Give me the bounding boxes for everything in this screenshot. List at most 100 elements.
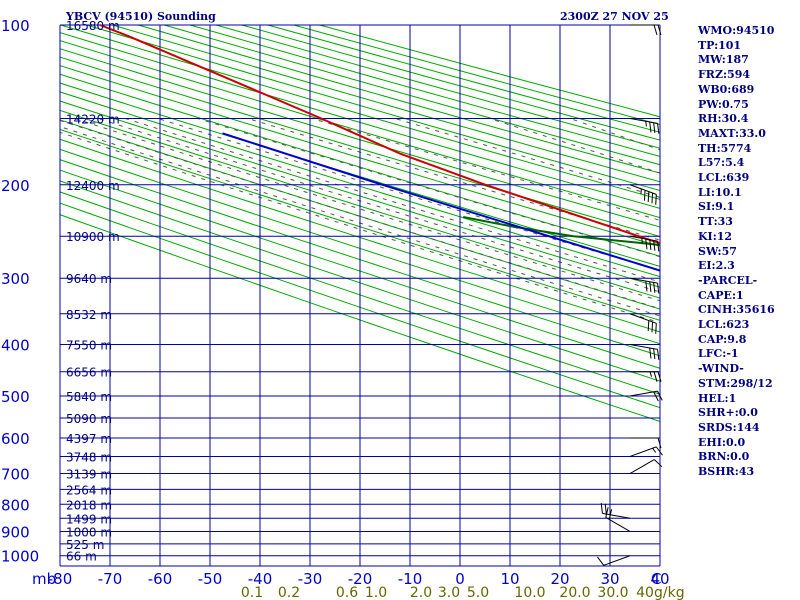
wind-barb-flag — [655, 194, 657, 205]
height-label: 1000 m — [66, 525, 112, 539]
index-item: -PARCEL- — [698, 273, 758, 287]
index-item: HEL:1 — [698, 391, 737, 405]
valid-time: 2300Z 27 NOV 25 — [560, 10, 669, 23]
index-item: SW:57 — [698, 244, 737, 258]
index-item: MAXT:33.0 — [698, 126, 766, 140]
wind-barb-staff — [602, 512, 631, 519]
index-item: L57:5.4 — [698, 156, 745, 170]
wind-barb-half-flag — [641, 238, 643, 244]
index-item: SHR+:0.0 — [698, 406, 758, 420]
index-item: SI:9.1 — [698, 200, 735, 214]
index-item: CAP:9.8 — [698, 332, 747, 346]
index-item: SRDS:144 — [698, 420, 760, 434]
wind-barb-staff — [629, 277, 658, 284]
wind-barb-flag — [657, 437, 662, 449]
index-item: LI:10.1 — [698, 185, 742, 199]
pressure-tick-label: 500 — [1, 388, 30, 406]
temperature-tick-label: -70 — [98, 570, 123, 588]
wind-barb-flag — [605, 507, 609, 518]
index-item: BRN:0.0 — [698, 450, 750, 464]
dry-adiabat — [60, 214, 660, 423]
dry-adiabat — [60, 159, 660, 357]
dry-adiabat — [60, 119, 660, 310]
index-item: PW:0.75 — [698, 97, 749, 111]
mixing-ratio-label: 2.0 — [410, 585, 432, 600]
height-label: 5840 m — [66, 390, 112, 404]
wind-barb-flag — [653, 459, 663, 468]
wind-barb — [629, 344, 660, 360]
index-item: TP:101 — [698, 38, 742, 52]
temperature-tick-label: -10 — [398, 570, 423, 588]
wind-barb — [629, 446, 663, 457]
temperature-tick-label: -60 — [148, 570, 173, 588]
dry-adiabat — [60, 148, 660, 345]
height-label: 525 m — [66, 538, 104, 552]
dry-adiabat — [60, 180, 660, 382]
wind-barb-flag — [657, 390, 663, 401]
pressure-tick-label: 300 — [1, 270, 30, 288]
stability-indices: WMO:94510 TP:101 MW:187 FRZ:594 WB0:689 PW:0.… — [698, 24, 798, 480]
temperature-tick-label: -50 — [198, 570, 223, 588]
temperature-tick-label: 20 — [550, 570, 569, 588]
height-label: 5090 m — [66, 412, 112, 426]
height-label: 3748 m — [66, 450, 112, 464]
wind-barb-staff — [629, 459, 655, 474]
height-label: 12400 m — [66, 179, 120, 193]
grid — [59, 24, 661, 567]
wind-barb-flag — [649, 281, 652, 293]
index-item: FRZ:594 — [698, 68, 751, 82]
wind-barb-flag — [645, 238, 648, 250]
temperature-tick-label: 30 — [600, 570, 619, 588]
wind-barb-flag — [653, 371, 658, 382]
index-item: RH:30.4 — [698, 112, 749, 126]
dry-adiabat — [60, 73, 660, 257]
wind-barb-flag — [647, 320, 650, 332]
dry-adiabat — [60, 100, 660, 288]
mixing-ratio-label: 0.6 — [336, 585, 358, 600]
height-label: 10900 m — [66, 230, 120, 244]
temperature-tick-label: 40 — [650, 570, 669, 588]
dry-adiabat — [60, 191, 660, 395]
mixing-ratio-label: 0.1 — [241, 585, 263, 600]
wind-barb-flag — [653, 348, 656, 360]
wind-barb-half-flag — [652, 447, 657, 453]
height-label: 4397 m — [66, 432, 112, 446]
height-label: 2564 m — [66, 483, 112, 497]
index-item: EI:2.3 — [698, 259, 735, 273]
wind-barb-flag — [657, 371, 662, 382]
pressure-tick-label: 400 — [1, 337, 30, 355]
dry-adiabat — [60, 202, 660, 409]
wind-barb — [597, 555, 631, 566]
wind-barb — [630, 24, 662, 36]
height-label: 7550 m — [66, 339, 112, 353]
wind-barb-half-flag — [649, 371, 652, 377]
mixing-ratio-label: 0.2 — [278, 585, 300, 600]
height-label: 14220 m — [66, 112, 120, 126]
wind-barb-staff — [629, 235, 658, 242]
wind-barb — [629, 184, 657, 205]
temperature-tick-label: -20 — [348, 570, 373, 588]
pressure-tick-label: 600 — [1, 430, 30, 448]
temperature-tick-label: 10 — [500, 570, 519, 588]
pressure-tick-label: 200 — [1, 177, 30, 195]
wind-barb-flag — [643, 190, 646, 201]
wind-barb-staff — [603, 555, 631, 566]
mixing-ratio-label: 40 — [636, 585, 654, 600]
wind-barb-flag — [647, 191, 650, 203]
index-item: -WIND- — [698, 362, 744, 376]
index-item: CAPE:1 — [698, 288, 744, 302]
wind-barb-flag — [597, 556, 605, 566]
wind-barb-flag — [649, 239, 652, 251]
wind-barb — [629, 117, 660, 134]
wind-barbs — [597, 24, 663, 566]
wind-barb-half-flag — [645, 121, 647, 127]
wind-barb — [630, 437, 662, 449]
wind-barb — [629, 390, 663, 402]
index-item: WB0:689 — [698, 82, 755, 96]
height-label: 6656 m — [66, 366, 112, 380]
index-item: LCL:639 — [698, 171, 750, 185]
dry-adiabat — [60, 91, 660, 278]
wind-barb-flag — [657, 123, 660, 134]
pressure-tick-label: 800 — [1, 496, 30, 514]
